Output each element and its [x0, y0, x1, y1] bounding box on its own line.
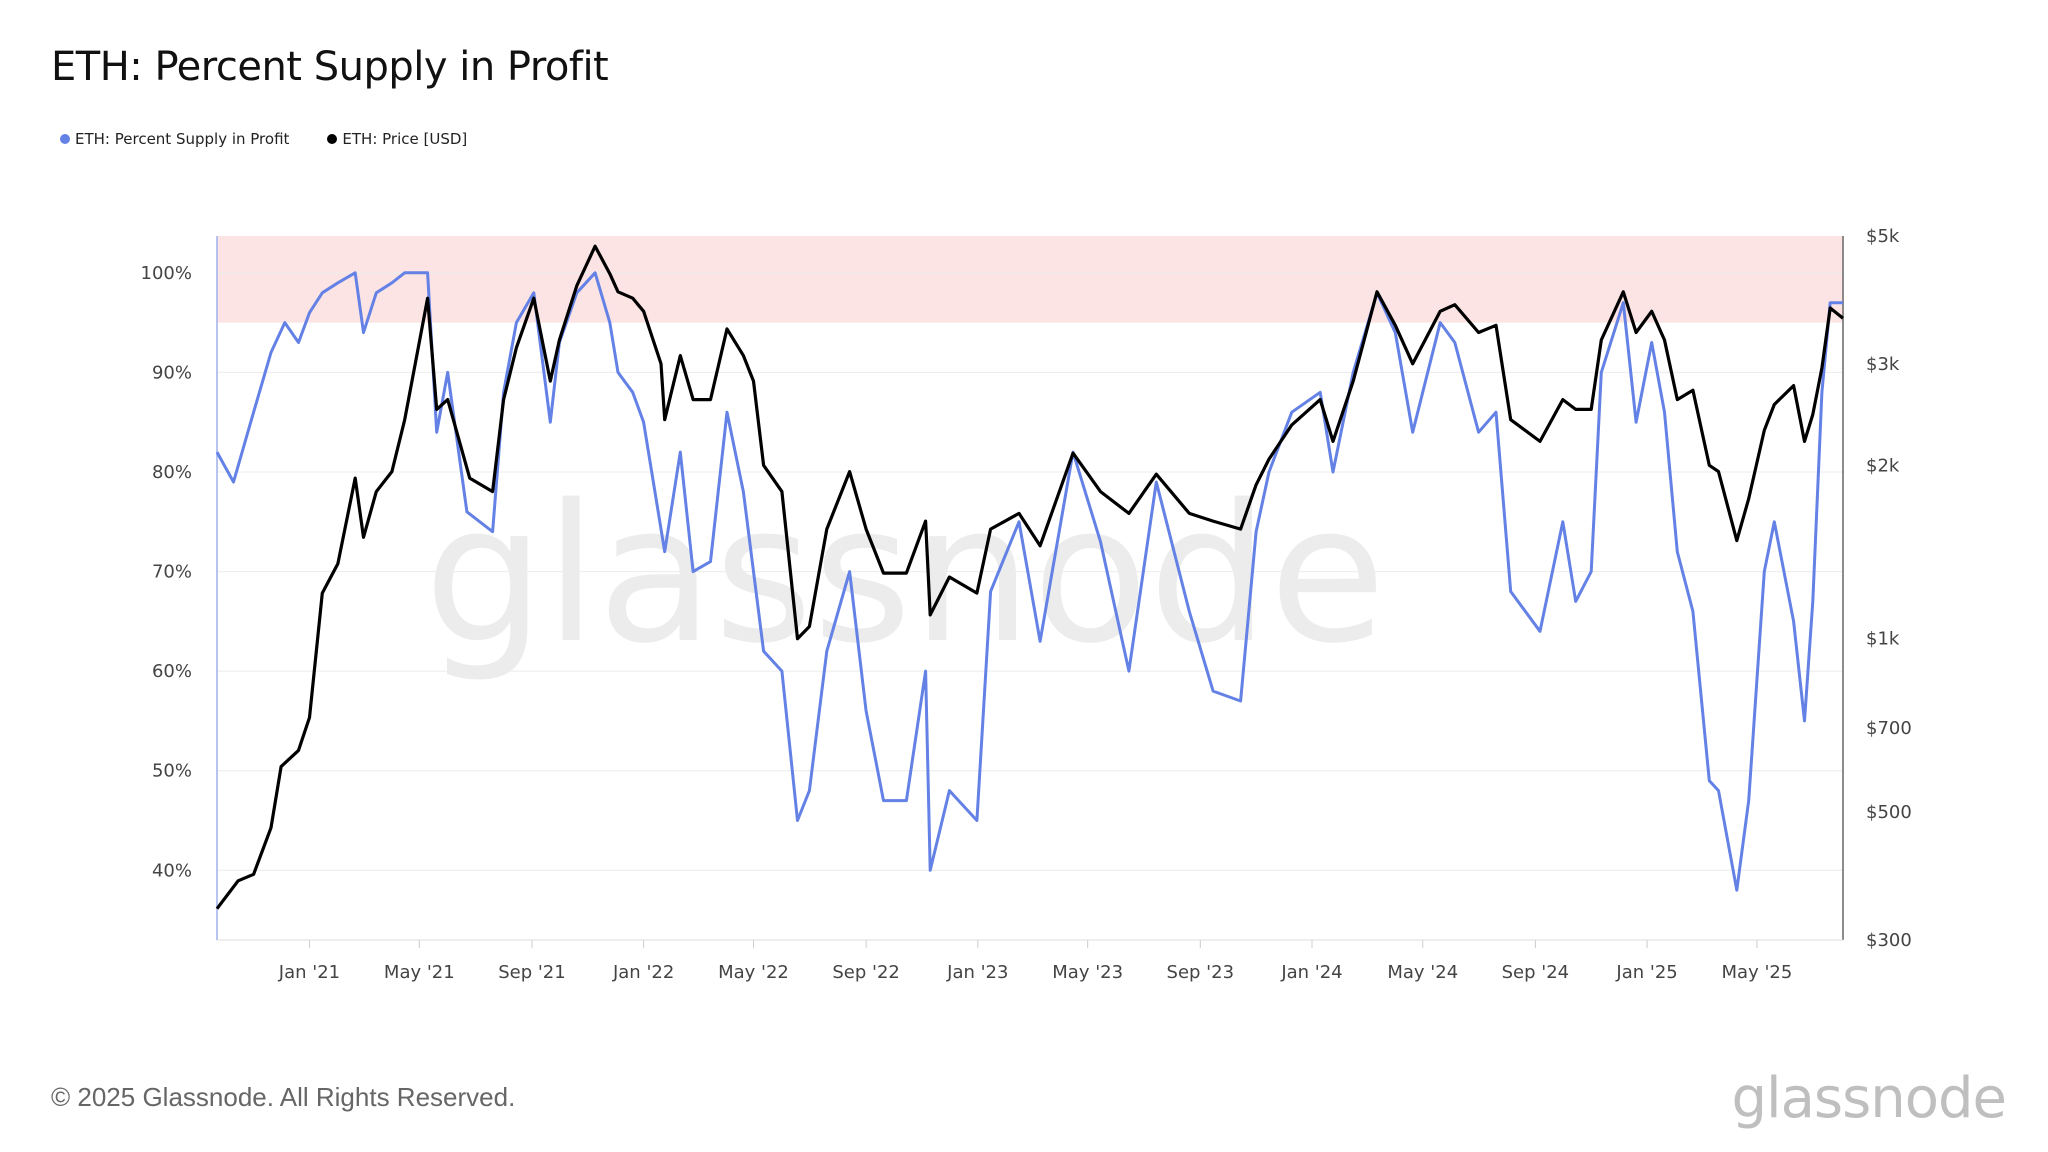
- y-left-tick-label: 80%: [152, 462, 192, 483]
- glassnode-logo: glassnode: [1731, 1066, 2007, 1131]
- x-tick-label: May '23: [1052, 962, 1123, 983]
- x-tick-label: May '22: [718, 962, 789, 983]
- y-right-tick-label: $300: [1866, 930, 1912, 951]
- y-right-tick-label: $5k: [1866, 226, 1900, 247]
- y-left-tick-label: 70%: [152, 562, 192, 583]
- x-tick-label: May '21: [384, 962, 455, 983]
- x-tick-label: May '25: [1722, 962, 1793, 983]
- legend-item-price[interactable]: ETH: Price [USD]: [327, 130, 467, 148]
- legend-label: ETH: Price [USD]: [342, 130, 468, 148]
- legend-dot-icon: [60, 134, 70, 144]
- legend: ETH: Percent Supply in Profit ETH: Price…: [60, 130, 467, 148]
- legend-label: ETH: Percent Supply in Profit: [75, 130, 290, 148]
- x-tick-label: Sep '22: [832, 962, 900, 983]
- x-tick-label: Jan '21: [278, 962, 340, 983]
- series-line-supply-in-profit: [215, 271, 1843, 892]
- y-right-tick-label: $500: [1866, 802, 1912, 823]
- x-tick-label: Sep '24: [1502, 962, 1570, 983]
- x-tick-label: Jan '23: [946, 962, 1008, 983]
- y-left-tick-label: 100%: [141, 263, 192, 284]
- chart-title: ETH: Percent Supply in Profit: [51, 44, 609, 90]
- x-tick-label: Jan '25: [1615, 962, 1677, 983]
- x-tick-label: May '24: [1387, 962, 1458, 983]
- y-right-tick-label: $1k: [1866, 629, 1900, 650]
- y-left-tick-label: 40%: [152, 860, 192, 881]
- y-left-tick-label: 50%: [152, 761, 192, 782]
- y-right-tick-label: $2k: [1866, 455, 1900, 476]
- x-tick-label: Sep '21: [498, 962, 566, 983]
- x-tick-label: Sep '23: [1167, 962, 1235, 983]
- y-right-tick-label: $3k: [1866, 354, 1900, 375]
- y-left-tick-label: 90%: [152, 362, 192, 383]
- legend-dot-icon: [327, 134, 338, 144]
- profit-highlight-band: [217, 236, 1843, 323]
- y-right-tick-label: $700: [1866, 718, 1912, 739]
- series-line-price: [215, 244, 1844, 910]
- copyright-footer: © 2025 Glassnode. All Rights Reserved.: [51, 1082, 516, 1112]
- y-left-tick-label: 60%: [152, 661, 192, 682]
- x-tick-label: Jan '22: [612, 962, 674, 983]
- x-tick-label: Jan '24: [1280, 962, 1342, 983]
- legend-item-supply-in-profit[interactable]: ETH: Percent Supply in Profit: [60, 130, 289, 148]
